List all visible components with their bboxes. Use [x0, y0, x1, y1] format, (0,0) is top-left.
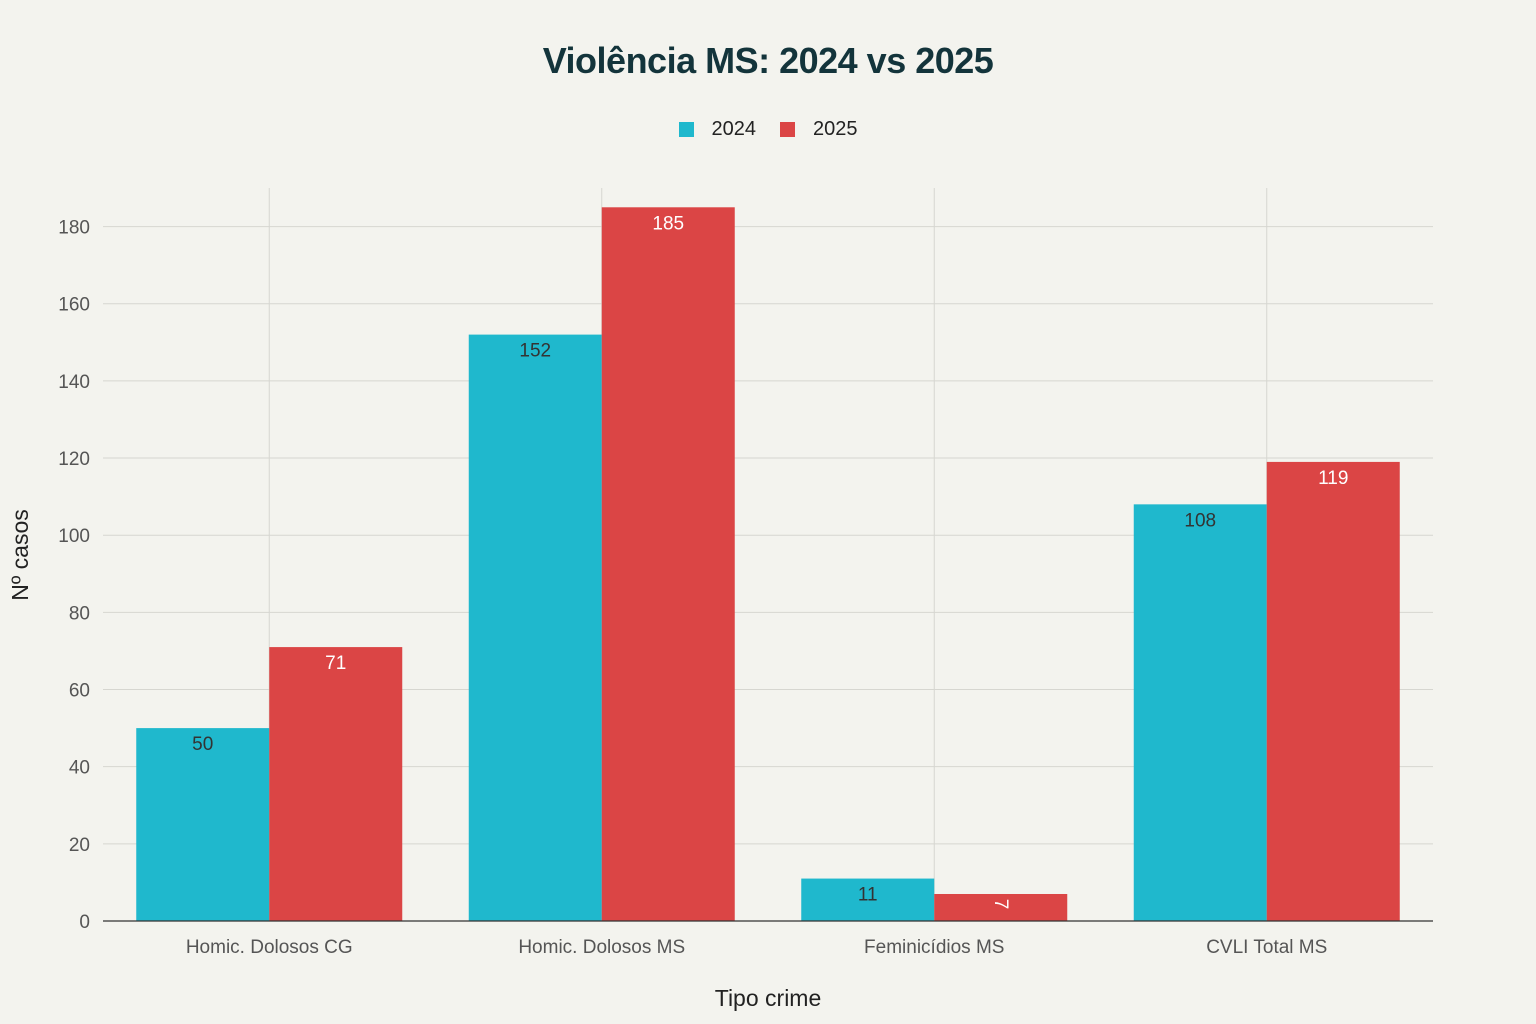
legend-label-2025: 2025 [813, 118, 858, 140]
y-tick-label: 0 [79, 912, 90, 933]
legend-label-2024: 2024 [711, 118, 757, 140]
y-tick-label: 60 [69, 681, 90, 702]
legend-item-2024[interactable]: 2024 [678, 118, 757, 141]
y-tick-label: 80 [69, 603, 90, 624]
bar-value-label: 108 [1184, 510, 1216, 531]
x-tick-label: Homic. Dolosos MS [518, 937, 685, 958]
legend: 2024 2025 [0, 118, 1536, 141]
y-tick-label: 20 [69, 835, 90, 856]
x-tick-label: Feminicídios MS [864, 937, 1004, 958]
y-tick-label: 100 [58, 526, 90, 547]
bar-value-label: 152 [519, 341, 551, 362]
bar-value-label: 119 [1318, 468, 1348, 489]
bar-2024 [136, 728, 270, 921]
legend-item-2025[interactable]: 2025 [780, 118, 858, 141]
x-tick-label: Homic. Dolosos CG [186, 937, 353, 958]
bar-value-label: 7 [990, 899, 1011, 910]
y-tick-label: 160 [58, 295, 90, 316]
bar-2024 [1133, 504, 1267, 921]
y-axis-title: Nº casos [7, 509, 33, 600]
legend-swatch-2024 [678, 122, 694, 137]
y-tick-label: 180 [58, 218, 90, 239]
bar-value-label: 71 [325, 653, 346, 674]
bar-2025 [269, 647, 403, 921]
bar-2025 [934, 893, 1068, 921]
bar-2025 [1266, 461, 1400, 921]
chart-title: Violência MS: 2024 vs 2025 [542, 40, 994, 81]
bar-2024 [468, 334, 602, 922]
y-tick-label: 40 [69, 758, 90, 779]
x-tick-label: CVLI Total MS [1206, 937, 1327, 958]
y-tick-label: 140 [58, 372, 90, 393]
bar-2025 [601, 207, 735, 921]
legend-swatch-2025 [780, 122, 795, 137]
bar-2024 [801, 878, 935, 921]
y-tick-label: 120 [58, 449, 90, 470]
bar-value-label: 50 [192, 734, 213, 755]
bar-value-label: 185 [652, 213, 684, 234]
bar-value-label: 11 [858, 885, 878, 906]
x-axis-title: Tipo crime [715, 985, 822, 1011]
